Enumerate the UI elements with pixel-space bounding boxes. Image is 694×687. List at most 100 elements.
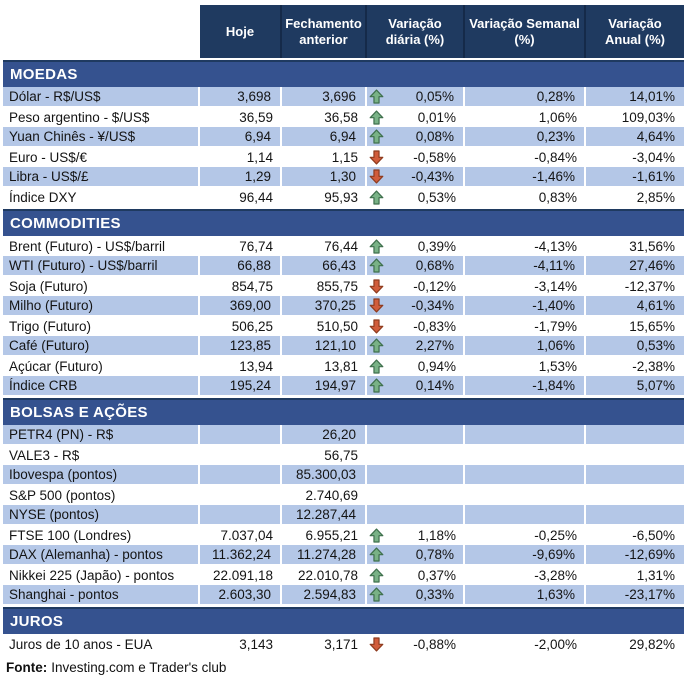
up-arrow-icon (369, 378, 385, 394)
trend-arrow-icon (369, 447, 385, 463)
source-text: Investing.com e Trader's club (51, 660, 227, 675)
today-value: 506,25 (231, 318, 273, 334)
section-header-juros: JUROS (3, 607, 684, 634)
table-row: Libra - US$/£ 1,29 1,30 -0,43% -1,46% -1… (3, 167, 684, 187)
weekly-variation-value: -4,13% (534, 238, 577, 254)
today-value (200, 465, 282, 485)
daily-variation-value: -0,12% (413, 278, 456, 294)
instrument-label: Índice CRB (3, 376, 200, 396)
table-row: VALE3 - R$ 56,75 (3, 445, 684, 465)
previous-close-value: 1,15 (331, 149, 358, 165)
today-value: 13,94 (239, 358, 273, 374)
previous-close-value: 11.274,28 (282, 545, 367, 565)
instrument-label: PETR4 (PN) - R$ (3, 425, 200, 445)
daily-variation-value: -0,83% (413, 318, 456, 334)
daily-variation-cell: 0,37% (367, 565, 465, 585)
down-arrow-icon (369, 298, 385, 314)
daily-variation-cell: 2,27% (367, 336, 465, 356)
table-row: Café (Futuro) 123,85 121,10 2,27% 1,06% … (3, 336, 684, 356)
daily-variation-cell: -0,43% (367, 167, 465, 187)
up-arrow-icon (369, 567, 385, 583)
weekly-variation-value: -2,00% (534, 636, 577, 652)
up-arrow-icon (369, 258, 385, 274)
table-row: Milho (Futuro) 369,00 370,25 -0,34% -1,4… (3, 296, 684, 316)
previous-close-value: 855,75 (316, 278, 358, 294)
daily-variation-cell: -0,58% (367, 147, 465, 167)
table-row: Ibovespa (pontos) 85.300,03 (3, 465, 684, 485)
instrument-label: Soja (Futuro) (9, 278, 88, 294)
previous-close-value: 12.287,44 (282, 505, 367, 525)
instrument-label: Café (Futuro) (3, 336, 200, 356)
annual-variation-value: -6,50% (632, 527, 675, 543)
annual-variation-value: 109,03% (621, 109, 675, 125)
annual-variation-value: 1,31% (636, 567, 675, 583)
weekly-variation-value: -4,11% (465, 256, 586, 276)
up-arrow-icon (369, 109, 385, 125)
column-header-variacao-semanal: Variação Semanal (%) (465, 5, 586, 58)
daily-variation-cell: 0,14% (367, 376, 465, 396)
previous-close-value: 2.594,83 (282, 585, 367, 605)
weekly-variation-value: 0,23% (465, 127, 586, 147)
instrument-label: Libra - US$/£ (3, 167, 200, 187)
daily-variation-cell: 0,68% (367, 256, 465, 276)
today-value: 2.603,30 (200, 585, 282, 605)
table-row: FTSE 100 (Londres) 7.037,04 6.955,21 1,1… (3, 525, 684, 545)
today-value: 854,75 (231, 278, 273, 294)
market-table: Hoje Fechamento anterior Variação diária… (3, 5, 684, 675)
previous-close-value: 6.955,21 (305, 527, 358, 543)
instrument-label: Açúcar (Futuro) (9, 358, 103, 374)
daily-variation-cell: -0,88% (367, 634, 465, 654)
weekly-variation-value (465, 465, 586, 485)
previous-close-value: 36,58 (324, 109, 358, 125)
source-label: Fonte: (6, 660, 48, 675)
weekly-variation-value: -1,79% (534, 318, 577, 334)
instrument-label: Peso argentino - $/US$ (9, 109, 150, 125)
daily-variation-value: 0,05% (415, 89, 454, 104)
table-row: PETR4 (PN) - R$ 26,20 (3, 425, 684, 445)
weekly-variation-value: -1,40% (465, 296, 586, 316)
annual-variation-value: 27,46% (586, 256, 684, 276)
column-header-fechamento: Fechamento anterior (282, 5, 367, 58)
annual-variation-value (586, 445, 684, 465)
daily-variation-value: 0,53% (417, 189, 456, 205)
daily-variation-cell: 0,08% (367, 127, 465, 147)
table-row: Trigo (Futuro) 506,25 510,50 -0,83% -1,7… (3, 316, 684, 336)
annual-variation-value: 0,53% (586, 336, 684, 356)
table-row: Euro - US$/€ 1,14 1,15 -0,58% -0,84% -3,… (3, 147, 684, 167)
annual-variation-value: 15,65% (629, 318, 675, 334)
previous-close-value: 56,75 (324, 447, 358, 463)
today-value: 11.362,24 (200, 545, 282, 565)
previous-close-value: 66,43 (282, 256, 367, 276)
annual-variation-value: 4,64% (586, 127, 684, 147)
today-value: 195,24 (200, 376, 282, 396)
down-arrow-icon (369, 169, 385, 185)
today-value: 123,85 (200, 336, 282, 356)
table-row: Nikkei 225 (Japão) - pontos 22.091,18 22… (3, 565, 684, 585)
up-arrow-icon (369, 527, 385, 543)
instrument-label: Ibovespa (pontos) (3, 465, 200, 485)
column-header-variacao-diaria: Variação diária (%) (367, 5, 465, 58)
daily-variation-value: -0,34% (411, 298, 454, 313)
previous-close-value: 95,93 (324, 189, 358, 205)
today-value: 6,94 (200, 127, 282, 147)
trend-arrow-icon (369, 507, 385, 523)
instrument-label: WTI (Futuro) - US$/barril (3, 256, 200, 276)
today-value: 1,14 (246, 149, 273, 165)
weekly-variation-value: -1,46% (465, 167, 586, 187)
up-arrow-icon (369, 89, 385, 105)
previous-close-value: 3,696 (282, 87, 367, 107)
annual-variation-value: -23,17% (586, 585, 684, 605)
table-row: Yuan Chinês - ¥/US$ 6,94 6,94 0,08% 0,23… (3, 127, 684, 147)
daily-variation-cell: 0,05% (367, 87, 465, 107)
previous-close-value: 3,171 (324, 636, 358, 652)
source-note: Fonte: Investing.com e Trader's club (3, 660, 684, 675)
instrument-label: Yuan Chinês - ¥/US$ (3, 127, 200, 147)
section-header-moedas: MOEDAS (3, 60, 684, 87)
today-value (200, 425, 282, 445)
weekly-variation-value: 1,53% (538, 358, 577, 374)
daily-variation-value: -0,88% (413, 636, 456, 652)
table-row: Juros de 10 anos - EUA 3,143 3,171 -0,88… (3, 634, 684, 654)
weekly-variation-value: 1,63% (465, 585, 586, 605)
up-arrow-icon (369, 587, 385, 603)
